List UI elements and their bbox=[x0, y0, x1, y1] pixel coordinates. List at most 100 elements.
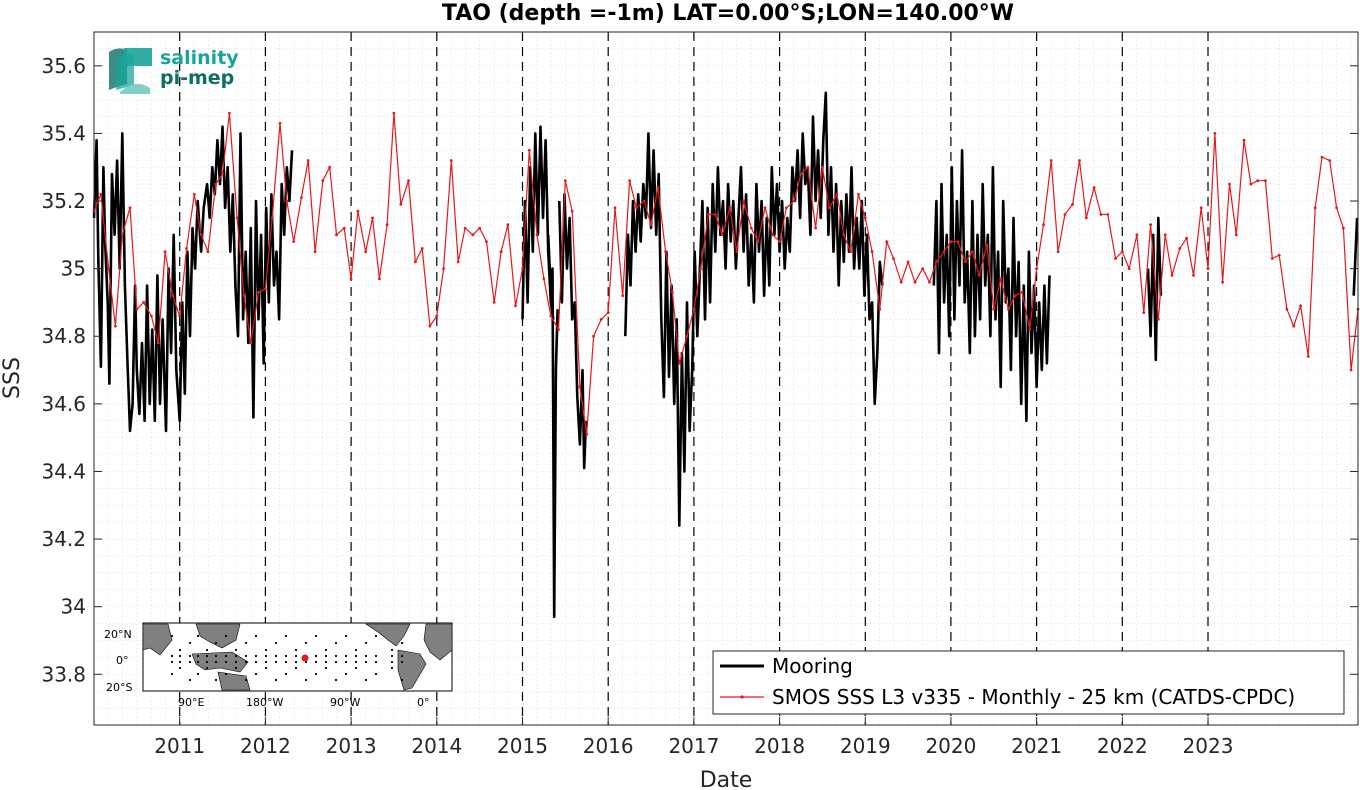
smos-point bbox=[935, 260, 938, 264]
legend: Mooring SMOS SSS L3 v335 - Monthly - 25 … bbox=[712, 650, 1345, 715]
inset-dot bbox=[274, 641, 278, 645]
smos-point bbox=[249, 341, 253, 345]
smos-point bbox=[156, 341, 160, 345]
inset-dot bbox=[254, 660, 258, 664]
smos-point bbox=[1221, 280, 1224, 284]
smos-point bbox=[570, 209, 574, 213]
inset-dot bbox=[214, 654, 218, 658]
smos-point bbox=[178, 314, 182, 318]
inset-dot bbox=[274, 678, 278, 682]
smos-point bbox=[870, 250, 874, 254]
smos-point bbox=[335, 233, 338, 237]
smos-point bbox=[771, 233, 775, 237]
inset-dot bbox=[234, 654, 238, 658]
smos-point bbox=[1092, 186, 1096, 189]
smos-point bbox=[906, 260, 910, 264]
smos-point bbox=[300, 196, 303, 200]
inset-dot bbox=[196, 660, 200, 664]
smos-point bbox=[1114, 257, 1117, 260]
x-axis-label: Date bbox=[700, 768, 753, 790]
smos-point bbox=[892, 257, 895, 260]
smos-point bbox=[292, 240, 296, 244]
mooring-line-segment bbox=[1352, 217, 1359, 296]
smos-point bbox=[527, 148, 531, 152]
smos-point bbox=[956, 240, 960, 244]
y-tick-label: 34.2 bbox=[41, 527, 86, 551]
inset-dot bbox=[324, 654, 328, 658]
smos-point bbox=[142, 301, 146, 304]
inset-dot bbox=[244, 641, 248, 645]
inset-dot bbox=[324, 660, 328, 664]
smos-point bbox=[120, 233, 124, 237]
smos-point bbox=[999, 277, 1003, 281]
legend-smos-marker bbox=[740, 695, 744, 699]
smos-point bbox=[677, 361, 681, 365]
smos-point bbox=[1264, 179, 1267, 183]
smos-point bbox=[1270, 257, 1274, 260]
x-tick-label: 2014 bbox=[411, 734, 462, 758]
smos-point bbox=[163, 250, 167, 254]
smos-point bbox=[235, 216, 239, 220]
smos-point bbox=[1342, 226, 1345, 230]
smos-point bbox=[599, 317, 603, 321]
smos-point bbox=[1313, 206, 1317, 210]
smos-point bbox=[720, 233, 724, 237]
inset-dot bbox=[334, 660, 338, 664]
smos-point bbox=[785, 206, 788, 210]
smos-point bbox=[1042, 223, 1045, 227]
inset-dot bbox=[400, 641, 404, 645]
smos-point bbox=[692, 307, 696, 311]
inset-dot bbox=[294, 654, 298, 658]
inset-dot bbox=[254, 672, 258, 676]
smos-point bbox=[356, 209, 360, 213]
legend-smos-label: SMOS SSS L3 v335 - Monthly - 25 km (CATD… bbox=[772, 685, 1295, 709]
smos-point bbox=[1349, 368, 1353, 372]
smos-point bbox=[835, 192, 839, 196]
smos-point bbox=[1127, 267, 1131, 270]
smos-point bbox=[428, 324, 432, 328]
smos-point bbox=[1078, 159, 1081, 162]
smos-point bbox=[463, 226, 467, 230]
smos-point bbox=[857, 192, 860, 196]
inset-dot bbox=[188, 641, 192, 645]
inset-dot bbox=[196, 654, 200, 658]
x-tick-label: 2011 bbox=[154, 734, 205, 758]
inset-dot bbox=[284, 660, 288, 664]
ticks: 33.8 34 34.2 34.4 34.6 34.8 35 35.2 35.4 35.6 2011… bbox=[41, 54, 1358, 758]
inset-lon-90w: 90°W bbox=[330, 696, 360, 709]
smos-point bbox=[192, 192, 196, 196]
inset-dot bbox=[344, 672, 348, 676]
smos-point bbox=[606, 311, 610, 314]
smos-point bbox=[1135, 233, 1139, 237]
smos-point bbox=[1170, 274, 1174, 277]
smos-point bbox=[206, 250, 210, 254]
inset-dot bbox=[224, 672, 228, 676]
smos-point bbox=[628, 179, 631, 183]
smos-point bbox=[1242, 138, 1246, 142]
smos-point bbox=[364, 250, 368, 254]
inset-dot bbox=[170, 634, 174, 638]
inset-dot bbox=[390, 654, 394, 658]
smos-point bbox=[328, 165, 332, 169]
inset-dot bbox=[224, 634, 228, 638]
inset-dot bbox=[234, 648, 238, 652]
smos-point bbox=[863, 216, 867, 220]
mooring-line-segment bbox=[546, 234, 559, 619]
smos-point bbox=[942, 250, 946, 254]
smos-point bbox=[378, 277, 381, 281]
smos-point bbox=[642, 199, 646, 203]
inset-dot bbox=[364, 660, 368, 664]
inset-dot bbox=[178, 666, 182, 670]
inset-dot bbox=[188, 678, 192, 682]
smos-point bbox=[1063, 213, 1067, 216]
smos-point bbox=[742, 199, 745, 203]
smos-point bbox=[849, 250, 853, 254]
smos-point bbox=[707, 213, 710, 216]
inset-dot bbox=[374, 654, 378, 658]
smos-point bbox=[585, 432, 589, 436]
inset-dot bbox=[390, 648, 394, 652]
smos-point bbox=[778, 240, 781, 244]
smos-point bbox=[221, 172, 224, 176]
y-tick-label: 35.4 bbox=[41, 121, 86, 145]
inset-dot bbox=[314, 634, 318, 638]
